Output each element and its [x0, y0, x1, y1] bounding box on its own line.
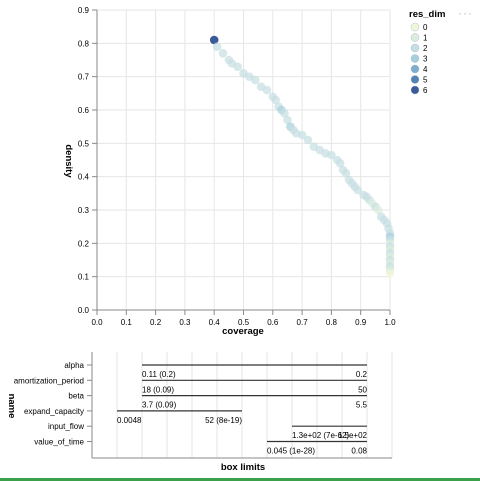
scatter-point	[335, 159, 345, 168]
box-limit-row-expand_capacity: expand_capacity 0.0048 52 (8e-19)	[24, 407, 242, 425]
scatter-y-tick-label: 0.1	[78, 273, 90, 282]
legend-label-5: 5	[423, 76, 428, 85]
legend-title: res_dim	[409, 9, 445, 20]
box-limits-y-axis-title: name	[6, 394, 17, 419]
scatter-point	[353, 185, 363, 195]
scatter-y-axis-title: density	[63, 144, 74, 178]
box-limit-value-label: 52 (8e-19)	[205, 416, 242, 425]
box-limit-value-label: 0.08	[351, 447, 367, 456]
legend-label-6: 6	[423, 86, 428, 95]
scatter-gridlines	[96, 9, 391, 311]
row-name-label: amortization_period	[14, 376, 84, 385]
box-limit-value-label: 1.3e+02 (7e-62)	[292, 431, 349, 440]
scatter-y-tick-label: 0.0	[78, 306, 90, 315]
page-bottom-border	[0, 478, 480, 481]
scatter-points	[209, 35, 395, 278]
scatter-y-tick-label: 0.6	[78, 106, 90, 115]
row-name-label: alpha	[64, 361, 84, 370]
scatter-point	[373, 205, 383, 215]
scatter-x-tick-label: 0.7	[297, 318, 309, 327]
scatter-point	[262, 85, 272, 95]
scatter-x-tick-label: 0.9	[355, 318, 367, 327]
scatter-y-tick-label: 0.3	[78, 206, 90, 215]
box-limit-row-value_of_time: value_of_time 0.045 (1e-28) 0.08	[34, 438, 367, 456]
box-limits-gridlines	[91, 352, 393, 459]
scatter-x-tick-label: 0.6	[267, 318, 279, 327]
box-limit-row-beta: beta 3.7 (0.09) 5.5	[68, 392, 367, 410]
scatter-point	[209, 35, 219, 45]
box-limit-value-label: 50	[358, 385, 367, 394]
legend-swatch-1	[410, 33, 420, 42]
legend-label-0: 0	[423, 23, 428, 32]
scatter-y-tick-label: 0.7	[78, 73, 90, 82]
scatter-y-tick-label: 0.4	[78, 173, 90, 182]
row-name-label: expand_capacity	[24, 407, 84, 416]
scatter-x-tick-label: 0.8	[326, 318, 338, 327]
scatter-point	[385, 269, 395, 278]
scatter-x-tick-label: 0.5	[238, 318, 250, 327]
actions-menu-button[interactable]: ···	[458, 6, 473, 20]
scatter-x-tick-label: 0.0	[91, 318, 103, 327]
scatter-x-tick-label: 0.1	[121, 318, 133, 327]
scatter-x-tick-label: 0.2	[150, 318, 162, 327]
box-limit-value-label: 1.5e+02	[338, 431, 368, 440]
scatter-point	[250, 75, 260, 85]
scatter-point	[303, 135, 313, 145]
box-limit-value-label: 0.045 (1e-28)	[267, 447, 315, 456]
box-limit-row-alpha: alpha 0.11 (0.2) 0.2	[64, 361, 367, 379]
scatter-point	[218, 49, 228, 58]
box-limit-value-label: 3.7 (0.09)	[142, 401, 177, 410]
legend-swatch-0	[410, 22, 420, 32]
scatter-point	[212, 42, 222, 51]
legend-label-2: 2	[423, 44, 428, 53]
legend-swatch-6	[410, 85, 420, 95]
box-limit-row-input_flow: input_flow 1.3e+02 (7e-62)1.5e+02	[48, 422, 368, 440]
scatter-x-ticks: 0.0 0.1 0.2 0.3 0.4 0.5 0.6 0.7 0.8 0.9 1.0	[91, 310, 396, 327]
scatter-y-tick-label: 0.5	[78, 139, 90, 148]
row-name-label: value_of_time	[34, 438, 84, 447]
scatter-y-ticks: 0.0 0.1 0.2 0.3 0.4 0.5 0.6 0.7 0.8 0.9	[78, 6, 97, 315]
box-limits-chart: alpha 0.11 (0.2) 0.2 amortization_period 18 …	[6, 352, 393, 473]
scatter-point	[327, 150, 336, 160]
row-name-label: input_flow	[48, 422, 84, 431]
scatter-point	[233, 62, 242, 71]
row-name-label: beta	[68, 392, 84, 401]
legend-swatch-3	[410, 54, 420, 63]
scatter-y-tick-label: 0.2	[78, 239, 90, 248]
box-limit-value-label: 18 (0.09)	[142, 385, 174, 394]
legend-label-3: 3	[423, 55, 428, 64]
box-limits-x-axis-title: box limits	[221, 462, 265, 473]
legend-label-1: 1	[423, 34, 428, 43]
scatter-point	[341, 169, 351, 178]
legend-label-4: 4	[423, 65, 428, 74]
res-dim-legend: res_dim 0 12 34 56	[409, 9, 445, 95]
legend-swatch-5	[410, 75, 420, 84]
legend-swatch-4	[410, 64, 420, 74]
box-limit-value-label: 5.5	[356, 401, 368, 410]
scatter-point	[280, 109, 289, 118]
scatter-x-tick-label: 0.4	[209, 318, 221, 327]
scatter-y-tick-label: 0.9	[78, 6, 90, 15]
scatter-x-axis-title: coverage	[222, 326, 264, 337]
box-limit-value-label: 0.11 (0.2)	[142, 370, 176, 379]
legend-swatch-2	[410, 43, 420, 53]
scatter-point	[283, 115, 292, 125]
scatter-point	[297, 130, 307, 140]
box-limit-value-label: 0.0048	[117, 416, 142, 425]
scatter-x-tick-label: 1.0	[384, 318, 396, 327]
box-limit-row-amortization_period: amortization_period 18 (0.09) 50	[14, 376, 368, 394]
scatter-x-tick-label: 0.3	[179, 318, 191, 327]
box-limits-rows: alpha 0.11 (0.2) 0.2 amortization_period 18 …	[14, 361, 368, 456]
scatter-y-tick-label: 0.8	[78, 39, 90, 48]
scatter-point	[271, 95, 281, 105]
box-limit-value-label: 0.2	[356, 370, 368, 379]
scatter-chart: 0.0 0.1 0.2 0.3 0.4 0.5 0.6 0.7 0.8 0.9 1.0 0.0 0.1…	[63, 6, 445, 337]
